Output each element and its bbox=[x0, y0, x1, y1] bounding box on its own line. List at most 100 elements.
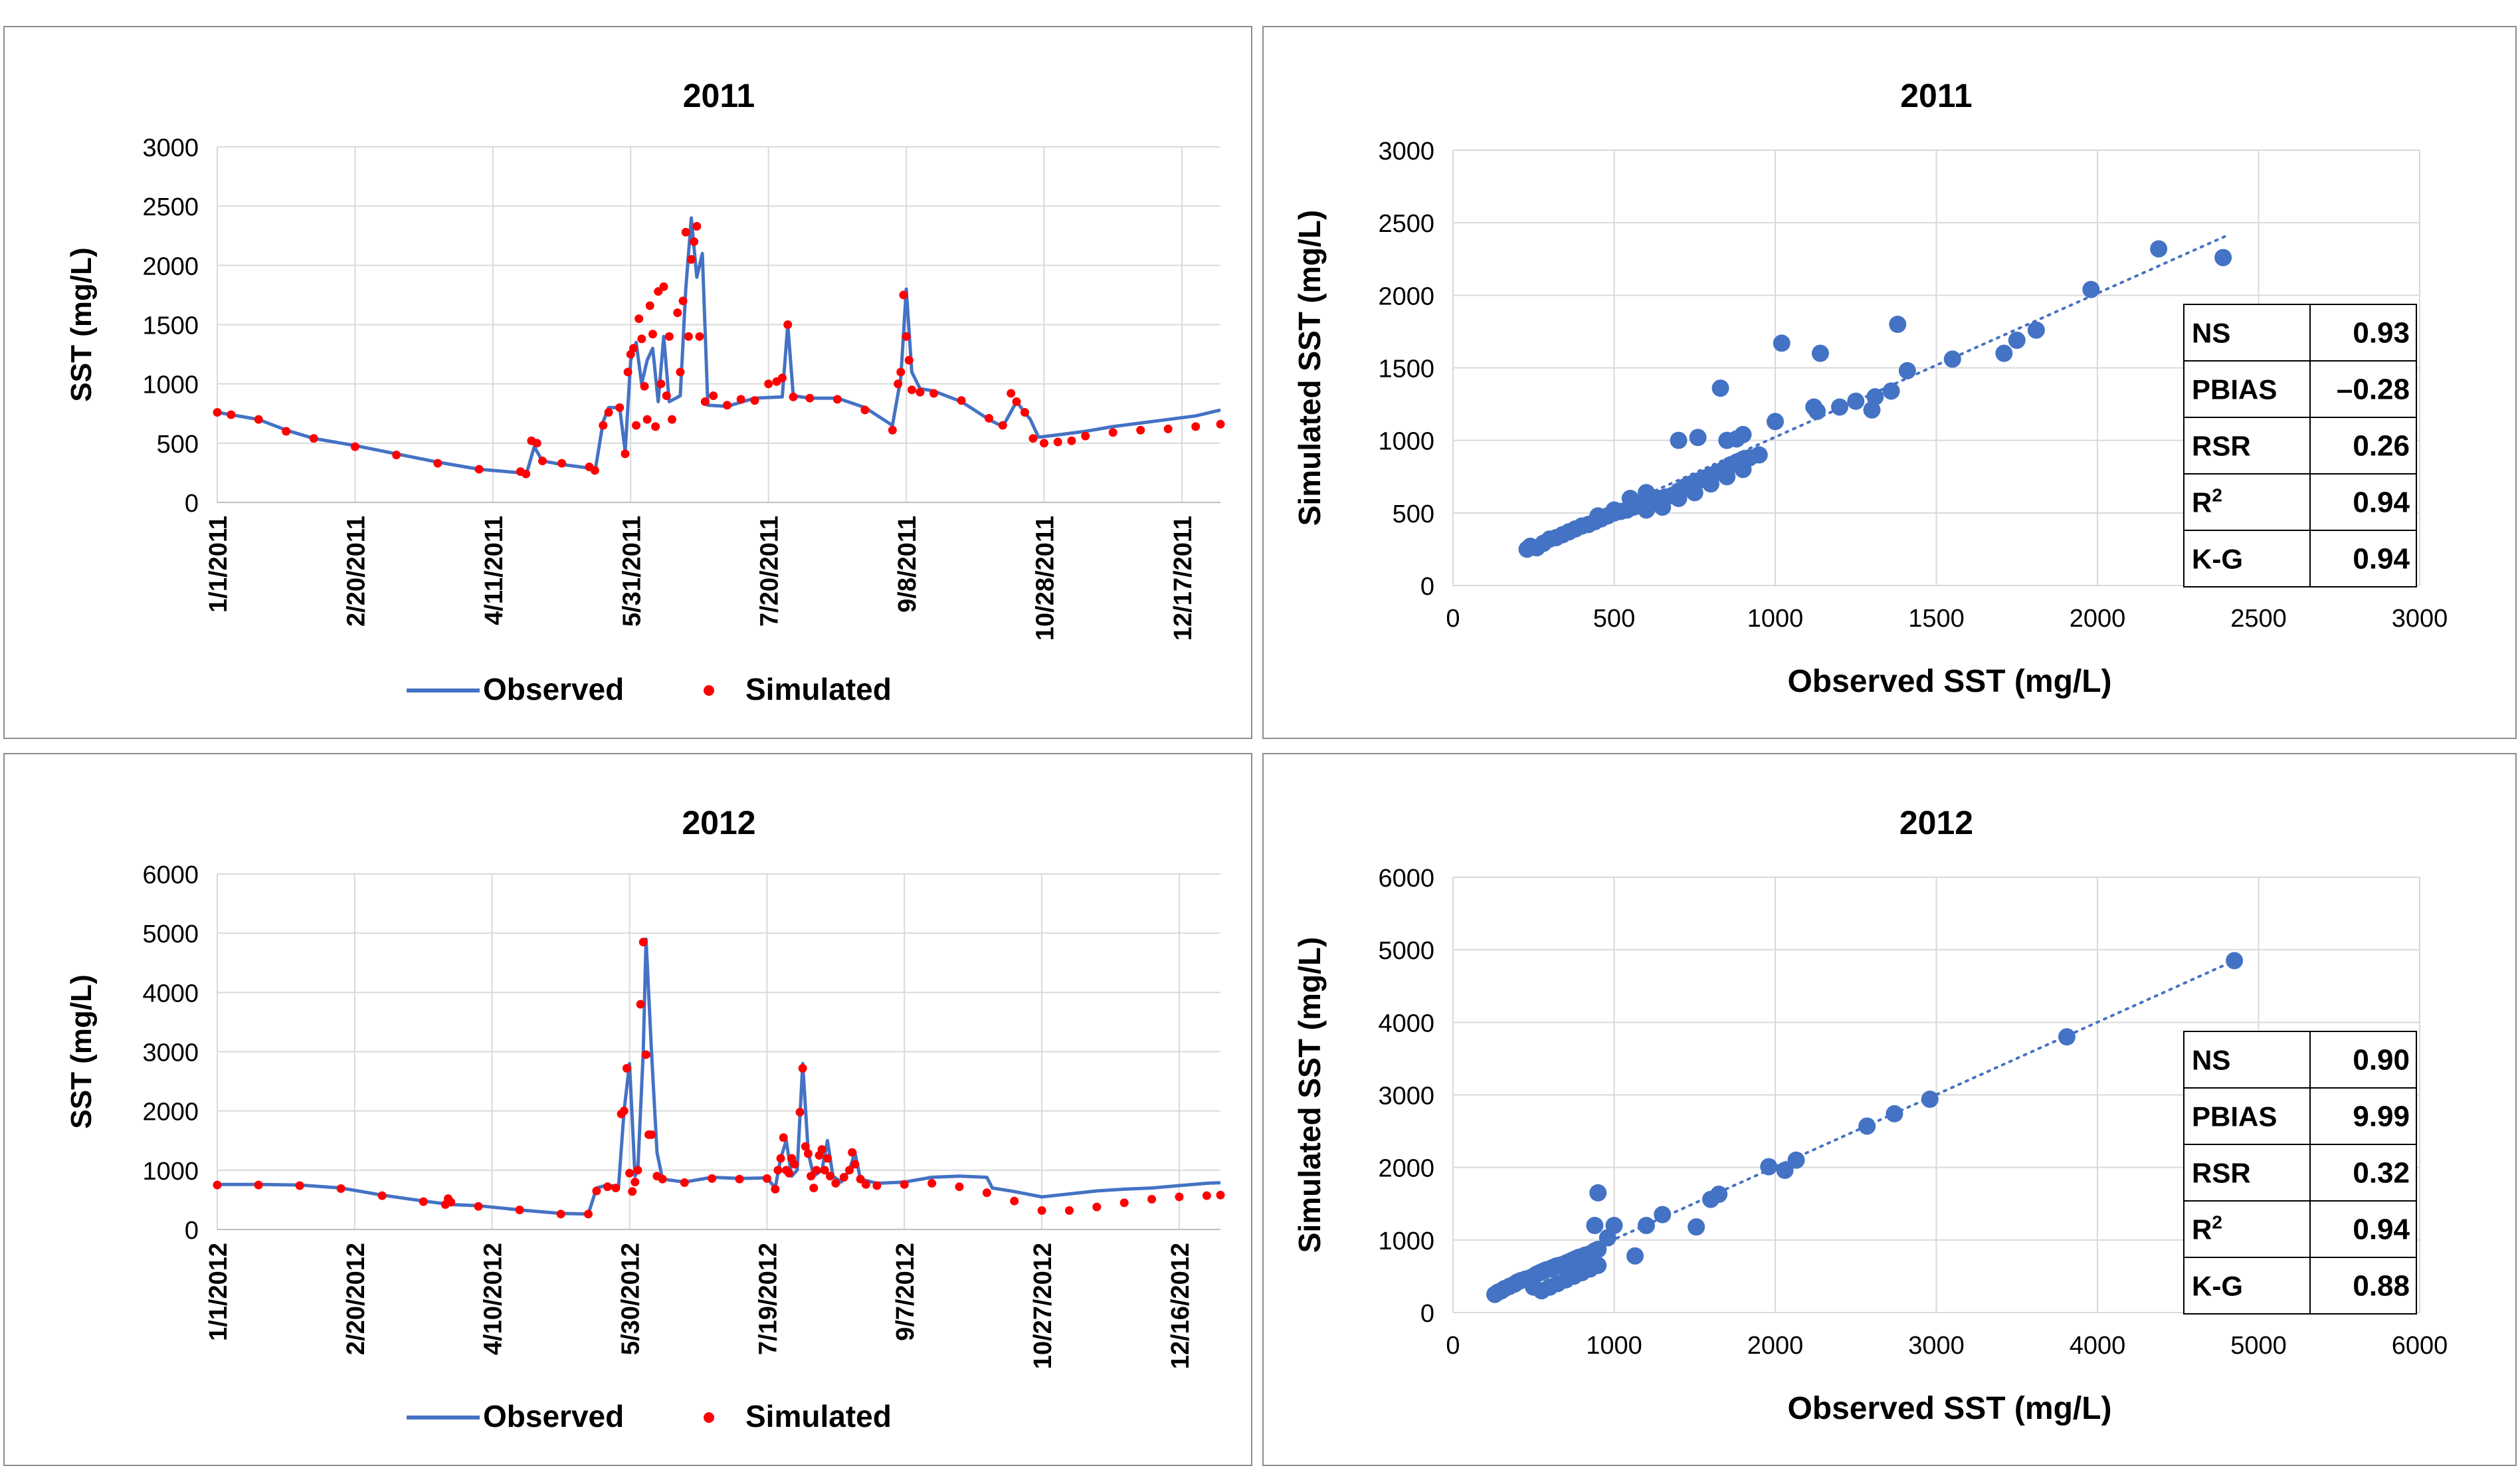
series-simulated-point bbox=[532, 439, 541, 448]
series-simulated-point bbox=[282, 427, 291, 436]
scatter-point bbox=[1670, 431, 1688, 449]
series-simulated-point bbox=[634, 314, 644, 324]
stats-name-k-g: K-G bbox=[2192, 1271, 2243, 1302]
series-simulated-point bbox=[771, 1184, 780, 1194]
legend-observed-label: Observed bbox=[483, 1399, 624, 1433]
series-simulated-point bbox=[832, 395, 842, 404]
series-simulated-point bbox=[227, 410, 236, 419]
series-simulated-point bbox=[419, 1197, 428, 1206]
y-tick-label: 2000 bbox=[1378, 1155, 1434, 1183]
series-simulated-point bbox=[658, 1174, 667, 1184]
series-simulated-point bbox=[762, 1174, 771, 1183]
legend-simulated-label: Simulated bbox=[745, 672, 892, 706]
series-simulated-point bbox=[845, 1166, 854, 1175]
y-tick-label: 2500 bbox=[142, 193, 199, 221]
series-simulated-point bbox=[641, 1050, 650, 1059]
legend-observed-label: Observed bbox=[483, 672, 624, 706]
series-simulated-point bbox=[789, 392, 798, 401]
x-axis-title: Observed SST (mg/L) bbox=[1787, 1391, 2111, 1426]
series-simulated-point bbox=[856, 1174, 865, 1184]
series-simulated-point bbox=[213, 1180, 222, 1190]
series-simulated-point bbox=[695, 332, 704, 341]
x-tick-label: 12/17/2011 bbox=[1169, 516, 1197, 641]
chart-title: 2012 bbox=[1899, 804, 1973, 841]
series-simulated-point bbox=[667, 415, 676, 424]
scatter-point bbox=[1773, 334, 1791, 352]
series-simulated-point bbox=[809, 1184, 819, 1193]
x-axis-title: Observed SST (mg/L) bbox=[1787, 664, 2111, 699]
scatter-point bbox=[1605, 501, 1623, 519]
series-simulated-point bbox=[826, 1172, 835, 1181]
scatter-point bbox=[2008, 332, 2026, 350]
series-simulated-point bbox=[736, 395, 745, 404]
scatter-point bbox=[1638, 484, 1655, 502]
series-simulated-point bbox=[1092, 1202, 1102, 1212]
x-tick-label: 9/7/2012 bbox=[892, 1243, 920, 1341]
scatter-point bbox=[1710, 1186, 1728, 1204]
scatter-point bbox=[1670, 490, 1688, 507]
scatter-point bbox=[1734, 461, 1752, 478]
series-simulated-point bbox=[823, 1154, 832, 1163]
y-tick-label: 1000 bbox=[1378, 1227, 1434, 1255]
stats-value-pbias: –0.28 bbox=[2337, 373, 2410, 406]
x-tick-label: 5/30/2012 bbox=[617, 1243, 645, 1355]
series-simulated-point bbox=[773, 1166, 783, 1175]
series-simulated-point bbox=[295, 1181, 304, 1190]
stats-value-ns: 0.90 bbox=[2353, 1044, 2410, 1077]
series-simulated-point bbox=[790, 1160, 799, 1169]
x-tick-label: 10/27/2012 bbox=[1029, 1243, 1057, 1369]
series-simulated-point bbox=[801, 1142, 810, 1151]
series-simulated-point bbox=[604, 407, 613, 417]
y-tick-label: 1000 bbox=[1378, 428, 1434, 456]
series-simulated-point bbox=[690, 237, 699, 247]
panel-scatter-2011: 2011 0 500 1000 1500 2000 2500 3000 0 500 1000 1500… bbox=[1262, 26, 2517, 739]
y-tick-label: 3000 bbox=[142, 134, 199, 162]
scatter-point bbox=[1886, 1105, 1903, 1122]
stats-value-k-g: 0.88 bbox=[2353, 1270, 2410, 1303]
y-tick-label: 2000 bbox=[1378, 282, 1434, 310]
series-simulated-point bbox=[861, 1180, 870, 1189]
scatter-point bbox=[1866, 388, 1884, 406]
y-axis-title: SST (mg/L) bbox=[65, 247, 98, 401]
series-simulated-point bbox=[638, 938, 648, 947]
stats-name-rsr: RSR bbox=[2192, 1158, 2251, 1189]
series-simulated-point bbox=[872, 1181, 882, 1190]
series-simulated-point bbox=[831, 1178, 840, 1188]
y-axis-title: Simulated SST (mg/L) bbox=[1292, 210, 1327, 526]
x-tick-label: 2/20/2012 bbox=[342, 1243, 370, 1355]
stats-table bbox=[2183, 1031, 2417, 1315]
series-simulated-point bbox=[1064, 1206, 1074, 1215]
x-tick-label: 12/16/2012 bbox=[1167, 1243, 1195, 1369]
chart-title: 2012 bbox=[682, 804, 755, 841]
legend-simulated-label: Simulated bbox=[745, 1399, 892, 1433]
x-tick-label: 1000 bbox=[1747, 605, 1804, 633]
series-simulated-point bbox=[803, 1149, 813, 1158]
scatter-point bbox=[1734, 425, 1752, 443]
stats-name-r: R2 bbox=[2192, 485, 2222, 518]
series-simulated-point bbox=[659, 282, 668, 291]
series-simulated-point bbox=[623, 368, 632, 377]
series-simulated-point bbox=[538, 457, 547, 466]
y-tick-label: 1500 bbox=[142, 312, 199, 340]
series-simulated-point bbox=[817, 1145, 826, 1154]
scatter-point bbox=[1808, 403, 1826, 420]
series-simulated-point bbox=[1020, 407, 1029, 417]
scatter-point bbox=[2082, 280, 2100, 298]
stats-name-superscript: 2 bbox=[2212, 1212, 2222, 1233]
x-tick-label: 7/19/2012 bbox=[754, 1243, 782, 1355]
series-simulated-point bbox=[1216, 419, 1225, 429]
series-simulated-point bbox=[1053, 437, 1062, 447]
series-simulated-point bbox=[603, 1182, 612, 1192]
x-tick-label: 1/1/2011 bbox=[205, 516, 233, 613]
y-tick-label: 2500 bbox=[1378, 210, 1434, 238]
series-simulated-point bbox=[664, 332, 674, 341]
chart-timeseries-2011: 2011 0 500 1000 1500 2000 2500 3000 1/1/2011 2/20… bbox=[65, 77, 1225, 706]
series-simulated-point bbox=[636, 1000, 645, 1009]
panel-scatter-2012: 2012 0 1000 2000 3000 4000 5000 6000 0 1000 2000 30… bbox=[1262, 753, 2517, 1466]
stats-value-rsr: 0.26 bbox=[2353, 430, 2410, 463]
series-simulated-point bbox=[1040, 439, 1049, 448]
x-tick-label: 1/1/2012 bbox=[205, 1243, 233, 1341]
series-simulated-point bbox=[896, 368, 906, 377]
scatter-point bbox=[1654, 1206, 1672, 1223]
y-tick-label: 1500 bbox=[1378, 356, 1434, 383]
